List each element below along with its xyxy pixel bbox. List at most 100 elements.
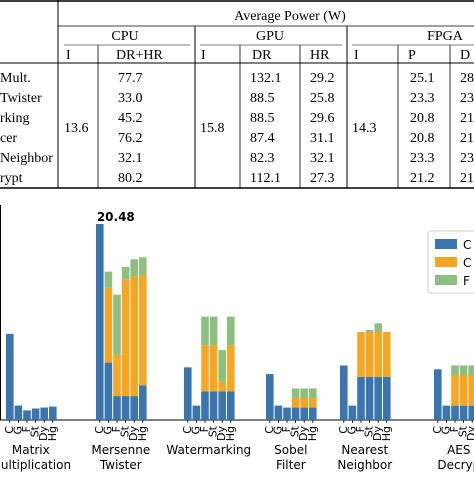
bar-segment <box>49 407 57 420</box>
fpga-idle-value: 14.3 <box>352 121 377 136</box>
group-fpga: FPGA <box>427 29 464 44</box>
bar-segment <box>218 391 226 420</box>
bar-segment <box>266 374 274 420</box>
table-cell: 23.3 <box>410 151 435 166</box>
row-label: cer <box>0 131 17 146</box>
x-tick-label: Dy <box>465 426 474 441</box>
bar-segment <box>300 398 308 408</box>
bar-segment <box>6 334 14 420</box>
table-cell: 27.3 <box>310 171 335 186</box>
table-cell: 82.3 <box>250 151 275 166</box>
group-label: AES <box>447 443 470 457</box>
table-cell: 29.2 <box>310 71 335 86</box>
bar-segment <box>468 365 474 375</box>
bar-segment <box>309 388 317 398</box>
bar-segment <box>113 295 121 355</box>
bar-segment <box>201 317 209 346</box>
bar-segment <box>105 363 113 420</box>
bar-segment <box>210 317 218 346</box>
group-gpu: GPU <box>256 29 284 44</box>
bar-segment <box>139 386 147 420</box>
table-cell: 25.1 <box>410 71 435 86</box>
bar-segment <box>357 377 365 420</box>
stacked-bar-chart: CGFStDyHgMatrixMultiplicationCGFStDyHgMe… <box>0 205 474 474</box>
bar-segment <box>96 224 104 420</box>
row-label: Twister <box>0 91 42 106</box>
bar-segment <box>383 332 391 377</box>
row-label: rking <box>0 111 30 126</box>
sub-gpu-hr: HR <box>310 48 330 63</box>
table-cell: 28 <box>460 71 474 86</box>
table-cell: 20.8 <box>410 111 435 126</box>
table-cell: 77.7 <box>118 71 143 86</box>
legend: CCF <box>428 231 474 293</box>
bar-segment <box>15 406 23 420</box>
bar-segment <box>366 377 374 420</box>
power-table: Average Power (W) CPU GPU FPGA I DR+HR I… <box>0 0 474 190</box>
bar-segment <box>122 279 130 396</box>
sub-fpga-p: P <box>408 48 416 63</box>
group-label: Filter <box>276 458 306 472</box>
bar-segment <box>468 375 474 406</box>
bar-annotation: 20.48 <box>97 210 135 224</box>
table-cell: 21 <box>460 171 474 186</box>
row-label: Neighbor <box>0 151 53 166</box>
bar-segment <box>275 406 283 420</box>
group-label: Matrix <box>12 443 50 457</box>
bar-segment <box>374 323 382 332</box>
table-cell: 45.2 <box>118 111 143 126</box>
sub-fpga-d: D <box>460 48 470 63</box>
bar-segment <box>113 396 121 420</box>
table-cell: 31.1 <box>310 131 335 146</box>
table-cell: 32.1 <box>118 151 143 166</box>
table-cell: 80.2 <box>118 171 143 186</box>
power-table-svg: Average Power (W) CPU GPU FPGA I DR+HR I… <box>0 0 474 190</box>
bar-segment <box>451 406 459 420</box>
sub-cpu-i: I <box>66 48 71 63</box>
sub-fpga-i: I <box>354 48 359 63</box>
bar-segment <box>292 388 300 398</box>
bar-segment <box>460 375 468 406</box>
legend-swatch <box>435 257 457 267</box>
bar-segment <box>460 406 468 420</box>
table-cell: 23.3 <box>410 91 435 106</box>
table-cell: 88.5 <box>250 91 275 106</box>
bar-segment <box>443 406 451 420</box>
bar-segment <box>451 375 459 406</box>
table-cell: 29.6 <box>310 111 335 126</box>
bar-segment <box>300 408 308 420</box>
bar-segment <box>122 396 130 420</box>
bar-segment <box>300 388 308 398</box>
sub-gpu-i: I <box>201 48 206 63</box>
bar-segment <box>218 350 226 382</box>
legend-label: F <box>463 274 470 288</box>
table-title: Average Power (W) <box>234 9 346 24</box>
group-label: Twister <box>99 458 142 472</box>
bar-segment <box>130 259 138 276</box>
bar-segment <box>40 408 48 420</box>
legend-label: C <box>463 238 471 252</box>
bar-segment <box>105 288 113 363</box>
bar-segment <box>340 365 348 420</box>
bar-segment <box>139 257 147 275</box>
bar-segment <box>227 345 235 391</box>
bar-segment <box>366 330 374 332</box>
bar-segment <box>227 391 235 420</box>
table-cell: 33.0 <box>118 91 143 106</box>
table-cell: 21 <box>460 131 474 146</box>
group-cpu: CPU <box>111 29 138 44</box>
group-label: Mersenne <box>91 443 150 457</box>
bar-segment <box>374 377 382 420</box>
table-cell: 76.2 <box>118 131 143 146</box>
table-cell: 25.8 <box>310 91 335 106</box>
bar-segment <box>193 406 201 420</box>
group-label: Neighbor <box>337 458 392 472</box>
group-label: Watermarking <box>166 443 251 457</box>
row-label: Mult. <box>0 71 31 86</box>
bar-segment <box>309 398 317 408</box>
x-tick-label: Hg <box>46 426 59 441</box>
bar-segment <box>23 410 31 420</box>
bar-segment <box>383 377 391 420</box>
table-cell: 21.2 <box>410 171 435 186</box>
table-cell: 23 <box>460 151 474 166</box>
